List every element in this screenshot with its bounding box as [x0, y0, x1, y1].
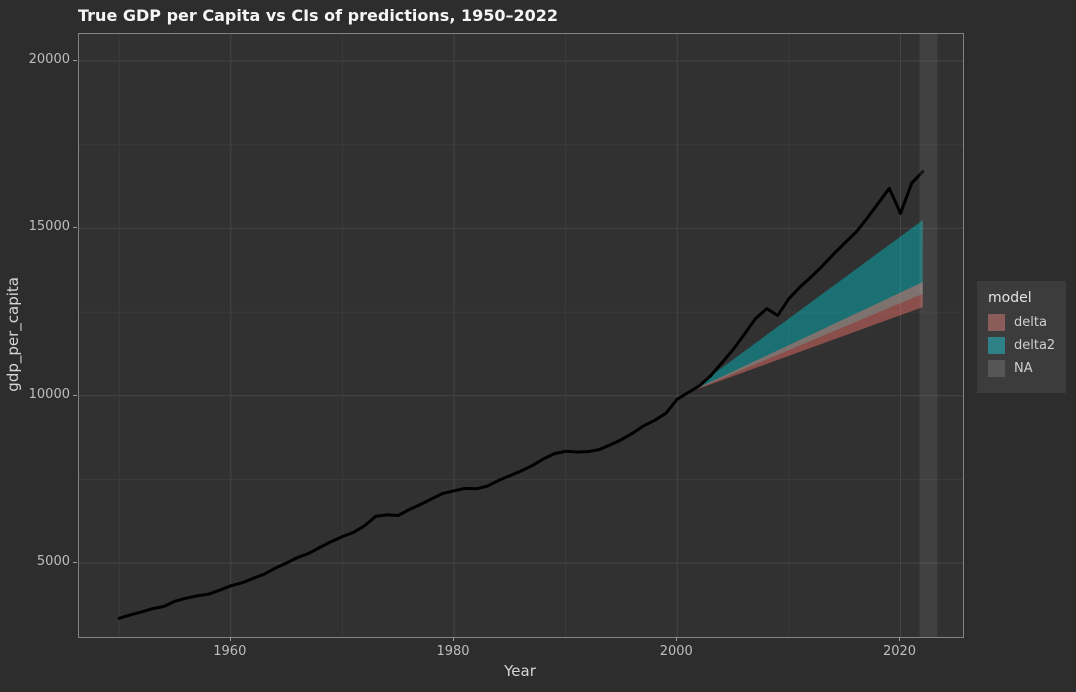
legend-label-na: NA: [1014, 361, 1033, 376]
y-tick-label: 5000: [36, 554, 70, 570]
x-tick-label: 1960: [213, 644, 247, 659]
x-tick-label: 2020: [882, 644, 917, 659]
legend: model delta delta2 NA: [977, 281, 1067, 393]
y-tick-label: 10000: [28, 386, 70, 402]
y-tick-label: 20000: [28, 52, 70, 68]
x-tick-mark: [899, 637, 901, 641]
y-tick-label: 15000: [28, 219, 70, 235]
legend-item-delta2: delta2: [988, 337, 1055, 354]
y-tick-mark: [73, 394, 77, 396]
y-tick-mark: [73, 60, 77, 62]
legend-item-na: NA: [988, 360, 1055, 377]
x-tick-mark: [229, 637, 231, 641]
legend-label-delta2: delta2: [1014, 338, 1056, 353]
chart-title: True GDP per Capita vs CIs of prediction…: [78, 6, 559, 25]
legend-title: model: [988, 290, 1032, 306]
legend-item-delta: delta: [988, 314, 1055, 331]
legend-label-delta: delta: [1014, 315, 1047, 330]
plot-panel: [78, 33, 964, 638]
legend-swatch-delta2: [988, 337, 1005, 354]
y-axis-title-wrap: gdp_per_capita: [4, 33, 22, 636]
y-axis-title: gdp_per_capita: [4, 277, 22, 392]
chart-canvas: [79, 34, 963, 637]
x-tick-label: 1980: [436, 644, 470, 659]
legend-swatch-na: [988, 360, 1005, 377]
x-tick-mark: [453, 637, 455, 641]
x-tick-label: 2000: [659, 644, 693, 659]
legend-swatch-delta: [988, 314, 1005, 331]
y-tick-mark: [73, 227, 77, 229]
x-axis-title: Year: [504, 662, 536, 680]
x-tick-mark: [676, 637, 678, 641]
y-tick-mark: [73, 562, 77, 564]
